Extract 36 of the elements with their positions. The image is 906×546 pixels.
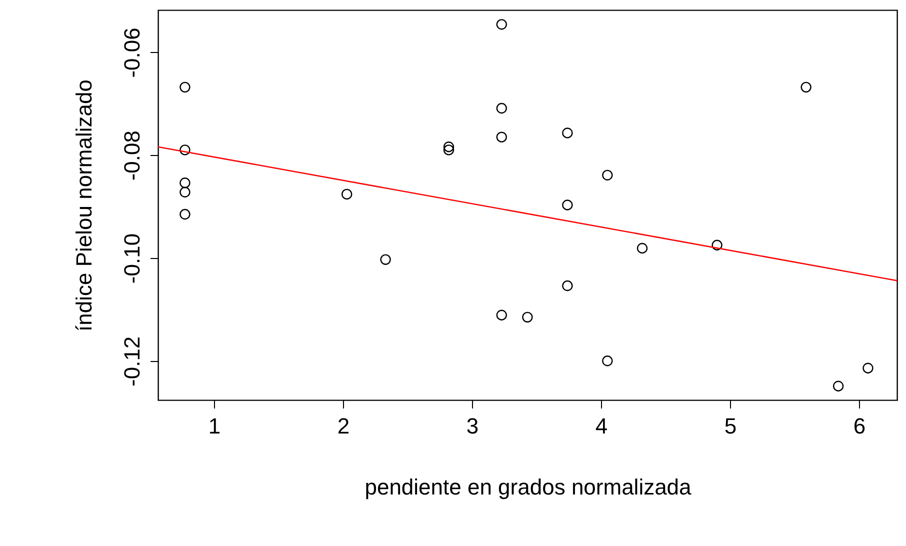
point [562,280,573,292]
point [496,102,507,114]
y-tick-label: -0.10 [120,233,144,284]
x-tick-label: 1 [208,414,221,438]
x-tick-label: 5 [724,414,737,438]
point [180,208,190,220]
x-axis-title: pendiente en grados normalizada [364,474,692,500]
point [342,188,352,200]
point [562,128,573,138]
point [496,19,507,30]
point [380,254,391,265]
point [180,82,190,93]
x-tick-label: 2 [337,414,350,438]
point [602,356,613,366]
point [180,178,190,188]
point [522,312,533,322]
point [800,82,812,93]
point [180,144,190,156]
point [496,310,507,320]
point [443,144,454,156]
y-tick-label: -0.08 [120,130,144,181]
point [180,186,190,198]
point [562,200,573,210]
point [636,242,648,254]
point [443,142,454,152]
x-tick-label: 3 [466,414,479,438]
point [496,132,507,142]
x-tick-label: 6 [853,414,866,438]
x-tick-label: 4 [595,414,608,438]
y-tick-label: -0.12 [120,336,144,386]
point [862,362,874,374]
point [712,240,722,250]
y-axis-title: índice Pielou normalizado [72,80,96,332]
point [832,380,844,392]
y-tick-label: -0.06 [120,28,144,78]
point [602,170,613,180]
